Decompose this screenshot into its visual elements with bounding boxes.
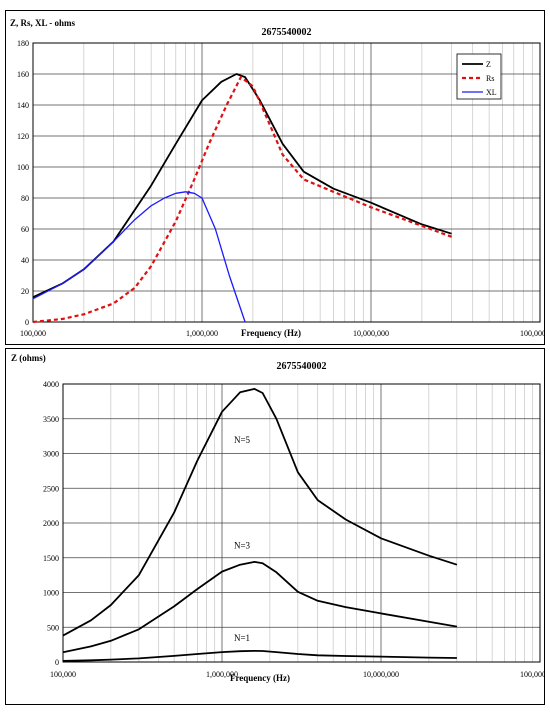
x-tick-label: 100,000 xyxy=(50,670,76,679)
y-tick-label: 20 xyxy=(21,287,29,296)
y-tick-label: 2000 xyxy=(43,519,59,528)
x-tick-label: 100,000,000 xyxy=(520,329,544,338)
chart-panel-top: 0 20 40 60 80 100 120 140 160 180 100,000 1,000,000… xyxy=(5,10,545,345)
y-tick-label: 500 xyxy=(47,623,59,632)
impedance-chart: 0 20 40 60 80 100 120 140 160 180 100,000 1,000,000… xyxy=(10,18,544,338)
y-tick-label: 100 xyxy=(17,163,29,172)
x-tick-label: 10,000,000 xyxy=(353,329,389,338)
legend-entry: Z xyxy=(486,60,491,69)
series-line-n-3 xyxy=(62,560,458,654)
plot-area xyxy=(32,42,541,323)
plot-area xyxy=(62,383,541,663)
series-line-n-1 xyxy=(62,649,457,662)
y-tick-label: 180 xyxy=(17,39,29,48)
y-axis-label: Z (ohms) xyxy=(11,353,46,363)
y-tick-label: 3500 xyxy=(43,415,59,424)
series-line-n-5 xyxy=(62,388,458,637)
curve-annotation: N=1 xyxy=(234,633,250,643)
y-tick-label: 80 xyxy=(21,194,29,203)
y-tick-label: 0 xyxy=(55,658,59,667)
chart-panel-bottom: 0 500 1000 1500 2000 2500 3000 3500 4000 100,000 1… xyxy=(5,348,545,705)
y-tick-label: 4000 xyxy=(43,380,59,389)
chart-title: 2675540002 xyxy=(262,27,312,38)
curve-annotation: N=5 xyxy=(234,435,251,445)
y-tick-label: 40 xyxy=(21,256,29,265)
x-tick-label: 1,000,000 xyxy=(206,670,238,679)
y-tick-label: 0 xyxy=(25,318,29,327)
y-tick-label: 160 xyxy=(17,70,29,79)
x-tick-label: 100,000 xyxy=(20,329,46,338)
series-line-xl xyxy=(32,191,246,323)
curve-annotation: N=3 xyxy=(234,541,251,551)
winding-impedance-chart: 0 500 1000 1500 2000 2500 3000 3500 4000 100,000 1… xyxy=(11,353,544,683)
x-tick-label: 1,000,000 xyxy=(186,329,218,338)
x-tick-label: 10,000,000 xyxy=(363,670,399,679)
x-axis-label: Frequency (Hz) xyxy=(241,328,301,338)
y-tick-label: 3000 xyxy=(43,450,59,459)
y-tick-label: 60 xyxy=(21,225,29,234)
y-axis-label: Z, Rs, XL - ohms xyxy=(10,18,76,28)
chart-title: 2675540002 xyxy=(277,361,327,372)
series-line-rs xyxy=(32,75,452,324)
series-line-z xyxy=(32,73,452,299)
y-tick-label: 1500 xyxy=(43,554,59,563)
legend-entry: XL xyxy=(486,88,497,97)
legend-entry: Rs xyxy=(486,74,494,83)
y-tick-label: 120 xyxy=(17,132,29,141)
y-tick-label: 140 xyxy=(17,101,29,110)
x-tick-label: 100,000,000 xyxy=(520,670,544,679)
x-axis-label: Frequency (Hz) xyxy=(230,673,290,683)
y-tick-label: 1000 xyxy=(43,589,59,598)
y-tick-label: 2500 xyxy=(43,484,59,493)
